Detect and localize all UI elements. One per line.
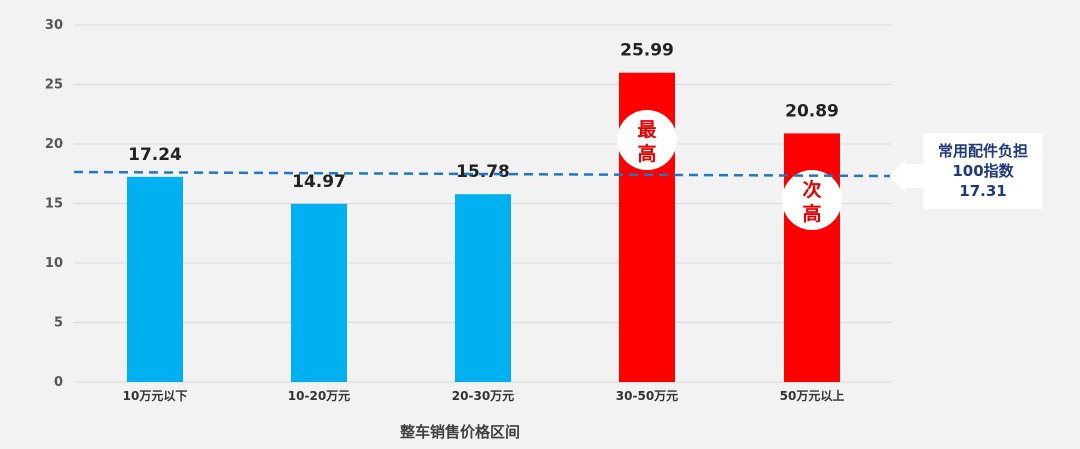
- y-tick-label: 30: [45, 18, 63, 33]
- annotation-circle-2: [782, 170, 842, 230]
- bar-1: [127, 176, 183, 382]
- y-tick-label: 15: [45, 197, 63, 212]
- y-tick-label: 0: [54, 375, 63, 390]
- reference-label-line-2: 100指数: [952, 162, 1014, 180]
- value-label-2: 14.97: [292, 172, 346, 192]
- y-tick-label: 25: [45, 78, 63, 93]
- x-tick-label-2: 10-20万元: [288, 389, 350, 403]
- value-label-5: 20.89: [785, 101, 839, 121]
- reference-arrow-stem: [905, 164, 923, 188]
- y-tick-label: 5: [54, 316, 63, 331]
- bar-3: [455, 194, 511, 382]
- bar-2: [291, 203, 347, 382]
- y-tick-label: 10: [45, 256, 63, 271]
- value-label-3: 15.78: [456, 162, 510, 182]
- x-axis-title: 整车销售价格区间: [400, 423, 520, 441]
- annotation-text-1-a: 最: [637, 119, 657, 141]
- annotation-text-2-b: 高: [802, 202, 821, 225]
- x-tick-label-3: 20-30万元: [452, 389, 514, 403]
- reference-arrow: [890, 160, 905, 192]
- value-label-4: 25.99: [620, 41, 674, 61]
- x-tick-label-4: 30-50万元: [616, 389, 678, 403]
- annotation-text-2-a: 次: [802, 178, 821, 201]
- x-tick-label-5: 50万元以上: [780, 388, 845, 403]
- reference-line: [73, 170, 891, 178]
- reference-label-line-1: 常用配件负担: [937, 142, 1028, 160]
- x-tick-label-1: 10万元以下: [123, 389, 188, 403]
- reference-label-line-3: 17.31: [959, 182, 1007, 200]
- reference-line-label: 常用配件负担 100指数 17.31: [923, 133, 1043, 209]
- annotation-circle-1: [617, 110, 677, 170]
- y-tick-label: 20: [45, 137, 63, 152]
- value-label-1: 17.24: [128, 145, 182, 165]
- annotation-text-1-b: 高: [637, 142, 656, 165]
